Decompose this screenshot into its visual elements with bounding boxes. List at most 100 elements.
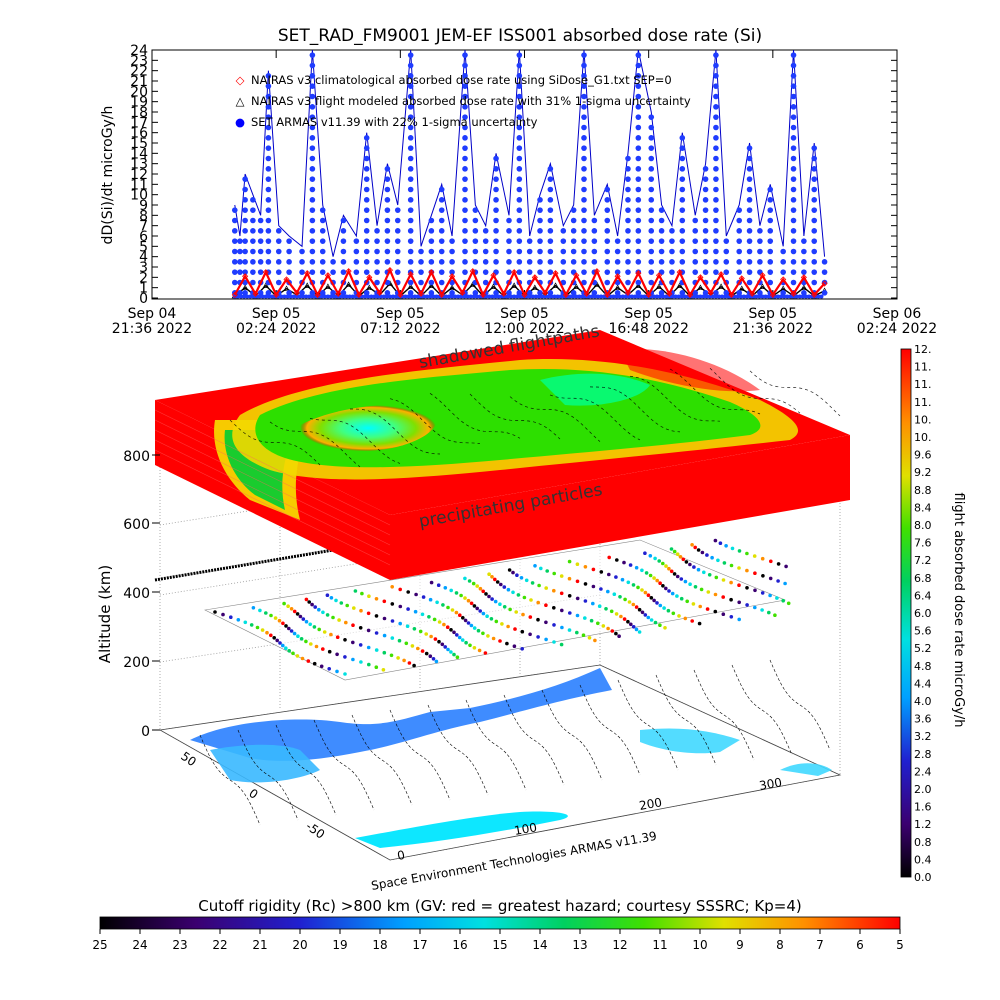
point-armas bbox=[648, 228, 655, 234]
point-nairas-flight bbox=[511, 282, 518, 288]
point-armas bbox=[250, 259, 256, 265]
point-armas bbox=[702, 248, 709, 255]
point-armas bbox=[648, 197, 655, 203]
point-armas bbox=[736, 248, 743, 255]
point-armas-baseline bbox=[468, 294, 473, 299]
y-axis-label: dD(Si)/dt microGy/h bbox=[100, 106, 116, 245]
flight-dose-point bbox=[699, 587, 704, 592]
flight-dose-point bbox=[587, 636, 592, 640]
flight-dose-point bbox=[339, 601, 344, 605]
point-armas bbox=[309, 114, 316, 120]
point-armas bbox=[265, 155, 272, 162]
point-armas bbox=[462, 73, 468, 79]
point-armas bbox=[462, 52, 468, 58]
point-armas-baseline bbox=[664, 294, 669, 299]
flight-dose-point bbox=[672, 572, 677, 576]
point-armas bbox=[547, 186, 554, 193]
point-armas bbox=[679, 155, 686, 162]
point-armas bbox=[516, 83, 523, 89]
point-armas bbox=[635, 197, 642, 203]
point-armas bbox=[757, 269, 763, 275]
point-armas bbox=[516, 248, 523, 255]
flight-dose-point bbox=[491, 636, 496, 641]
point-armas bbox=[265, 93, 272, 100]
point-nairas-climatological bbox=[749, 290, 756, 297]
flight-dose-point bbox=[484, 592, 488, 596]
flight-dose-point bbox=[516, 593, 521, 597]
flight-dose-point bbox=[396, 656, 400, 660]
point-armas bbox=[692, 228, 699, 234]
point-nairas-climatological bbox=[738, 275, 745, 282]
point-armas bbox=[560, 248, 567, 255]
legend-marker: △ bbox=[236, 94, 245, 108]
y-tick-label: 0 bbox=[139, 291, 148, 307]
point-armas bbox=[250, 228, 256, 234]
flight-dose-point bbox=[494, 619, 499, 624]
y-tick-label: 20 bbox=[130, 84, 148, 100]
flight-dose-point bbox=[410, 644, 415, 648]
flight-dose-point bbox=[450, 608, 455, 612]
point-armas bbox=[767, 269, 774, 275]
series-line-armas bbox=[234, 49, 826, 257]
point-armas bbox=[516, 259, 523, 265]
point-armas bbox=[363, 166, 370, 172]
point-armas-baseline bbox=[785, 294, 790, 299]
flight-dose-point bbox=[487, 572, 491, 576]
flight-dose-point bbox=[696, 567, 701, 572]
point-armas bbox=[506, 238, 512, 244]
altitude-axis: 0 200 400 600 800 bbox=[123, 449, 160, 740]
flight-dose-point bbox=[537, 583, 541, 588]
point-armas-baseline bbox=[260, 294, 265, 299]
flight-dose-point bbox=[436, 583, 441, 587]
point-armas bbox=[250, 197, 256, 203]
flight-dose-point bbox=[506, 624, 510, 629]
point-armas-baseline bbox=[611, 294, 616, 299]
flight-dose-point bbox=[321, 610, 325, 615]
flight-dose-point bbox=[737, 583, 741, 587]
point-nairas-climatological bbox=[718, 271, 725, 278]
flight-dose-point bbox=[452, 630, 456, 635]
flight-dose-point bbox=[536, 635, 540, 639]
point-armas-baseline bbox=[549, 294, 554, 299]
flight-dose-point bbox=[649, 618, 654, 622]
flight-dose-point bbox=[429, 580, 434, 585]
ground-track bbox=[617, 679, 679, 771]
point-armas bbox=[309, 228, 316, 234]
point-armas bbox=[581, 155, 587, 162]
point-armas bbox=[374, 248, 380, 255]
point-armas bbox=[790, 145, 797, 151]
point-armas-baseline bbox=[391, 294, 396, 299]
point-nairas-flight bbox=[242, 284, 249, 291]
point-armas-baseline bbox=[546, 294, 551, 299]
point-armas bbox=[516, 176, 523, 182]
flight-dose-point bbox=[260, 628, 265, 632]
point-nairas-climatological bbox=[697, 274, 704, 281]
point-nairas-flight bbox=[366, 284, 373, 291]
point-armas bbox=[581, 62, 587, 69]
point-armas bbox=[625, 238, 631, 244]
point-armas bbox=[669, 259, 675, 265]
point-armas bbox=[713, 197, 719, 203]
flight-dose-point bbox=[472, 646, 477, 650]
point-armas-baseline bbox=[685, 294, 690, 299]
point-armas bbox=[581, 52, 587, 58]
flight-dose-point bbox=[634, 627, 639, 632]
point-armas bbox=[516, 145, 523, 151]
point-armas bbox=[242, 279, 248, 286]
point-armas bbox=[713, 114, 719, 120]
point-armas bbox=[374, 228, 380, 234]
flight-dose-point bbox=[773, 613, 777, 617]
flight-dose-point bbox=[478, 586, 483, 591]
point-armas bbox=[570, 238, 577, 244]
flight-dose-point bbox=[521, 612, 525, 617]
flight-dose-point bbox=[559, 642, 564, 647]
point-armas bbox=[702, 228, 709, 234]
flight-dose-point bbox=[295, 612, 300, 616]
flight-dose-point bbox=[464, 640, 468, 645]
flight-dose-point bbox=[495, 580, 500, 584]
point-armas bbox=[438, 238, 445, 244]
point-armas bbox=[801, 238, 807, 244]
point-armas bbox=[242, 238, 248, 244]
point-armas-baseline bbox=[369, 294, 374, 299]
flight-dose-point bbox=[768, 593, 772, 598]
